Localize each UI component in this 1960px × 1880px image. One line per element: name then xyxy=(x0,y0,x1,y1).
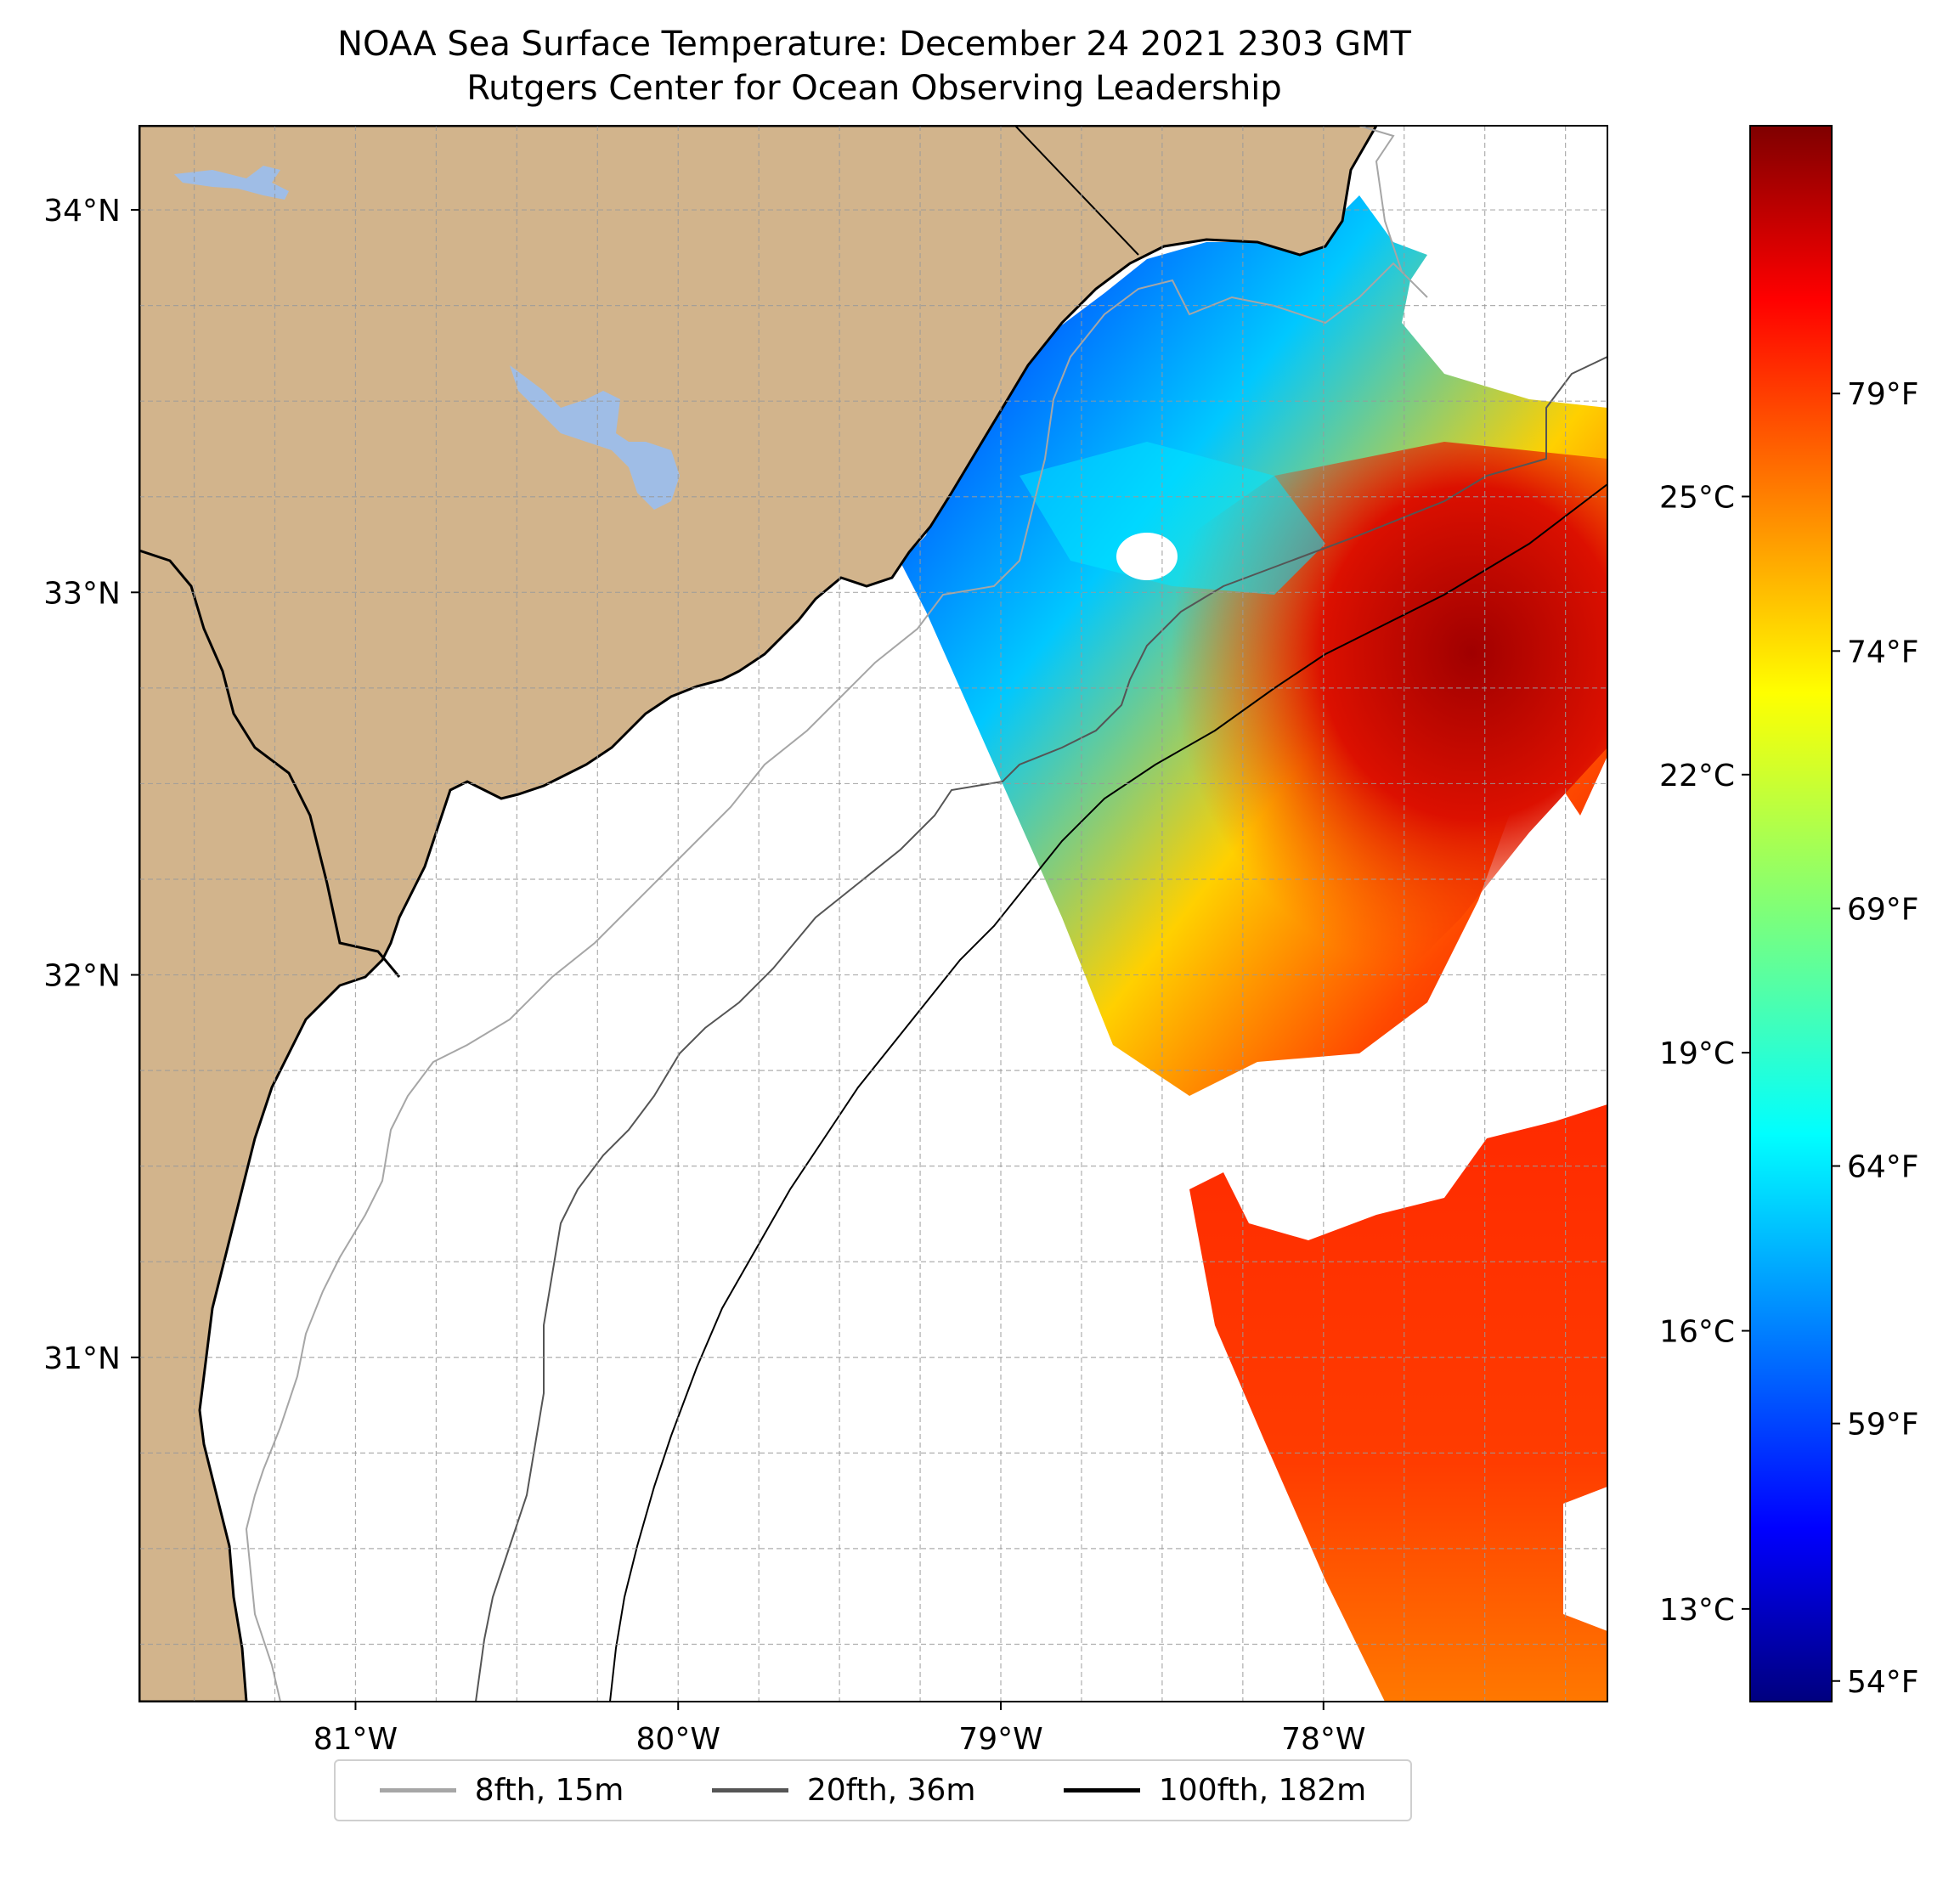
lon-tick-label: 80°W xyxy=(636,1722,720,1757)
map-frame xyxy=(138,125,1608,1702)
colorbar-f-label: 59°F xyxy=(1847,1408,1919,1442)
legend-label-20fth: 20fth, 36m xyxy=(806,1773,976,1808)
lon-tick-label: 81°W xyxy=(313,1722,398,1757)
colorbar-c-label: 25°C xyxy=(1659,480,1735,515)
legend-line-20fth xyxy=(711,1788,788,1792)
state-border xyxy=(139,549,401,978)
legend-item-8fth: 8fth, 15m xyxy=(379,1773,624,1808)
sst-warm-core xyxy=(1062,442,1607,1045)
cloud-gap xyxy=(1116,533,1178,580)
lat-tick-label: 31°N xyxy=(43,1341,121,1376)
legend-item-20fth: 20fth, 36m xyxy=(711,1773,976,1808)
lat-tick-label: 34°N xyxy=(43,194,121,229)
lon-tick-label: 78°W xyxy=(1281,1722,1365,1757)
colorbar-c-label: 22°C xyxy=(1659,759,1735,793)
isobath-8fth xyxy=(245,126,1428,1702)
lat-tick-label: 32°N xyxy=(43,959,121,994)
longitude-axis: 81°W 80°W 79°W 78°W xyxy=(313,1702,1365,1757)
sst-cloud-south xyxy=(1563,1487,1607,1631)
latitude-axis: 31°N 32°N 33°N 34°N xyxy=(43,194,139,1376)
colorbar-c-label: 19°C xyxy=(1659,1036,1735,1071)
colorbar-f-label: 69°F xyxy=(1847,892,1919,927)
colorbar xyxy=(1749,125,1833,1702)
colorbar-f-label: 54°F xyxy=(1847,1665,1919,1700)
legend-label-8fth: 8fth, 15m xyxy=(474,1773,624,1808)
sst-swath-south xyxy=(1189,1104,1607,1702)
colorbar-f-label: 74°F xyxy=(1847,635,1919,669)
lake xyxy=(174,166,289,200)
land-mainland xyxy=(139,126,1378,1702)
legend-line-100fth xyxy=(1063,1788,1140,1792)
colorbar-f-label: 64°F xyxy=(1847,1150,1919,1185)
isobath-100fth xyxy=(609,483,1607,1702)
chart-subtitle: Rutgers Center for Ocean Observing Leade… xyxy=(466,69,1282,108)
colorbar-c-label: 13°C xyxy=(1659,1593,1735,1628)
isobath-20fth xyxy=(475,356,1607,1702)
legend-label-100fth: 100fth, 182m xyxy=(1158,1773,1367,1808)
lat-tick-label: 33°N xyxy=(43,576,121,611)
legend-item-100fth: 100fth, 182m xyxy=(1063,1773,1367,1808)
colorbar-f-label: 79°F xyxy=(1847,377,1919,412)
state-border xyxy=(1014,126,1139,256)
lon-tick-label: 79°W xyxy=(958,1722,1042,1757)
colorbar-ticks: 54°F 59°F 64°F 69°F 74°F 79°F 13°C 16°C 19°C 22°C… xyxy=(1659,377,1918,1700)
isobath-legend: 8fth, 15m 20fth, 36m 100fth, 182m xyxy=(334,1759,1412,1821)
legend-line-8fth xyxy=(379,1788,456,1792)
chart-title: NOAA Sea Surface Temperature: December 2… xyxy=(337,25,1411,64)
colorbar-c-label: 16°C xyxy=(1659,1315,1735,1350)
sst-cool-patch xyxy=(1020,442,1325,595)
gridlines xyxy=(139,126,1607,1702)
